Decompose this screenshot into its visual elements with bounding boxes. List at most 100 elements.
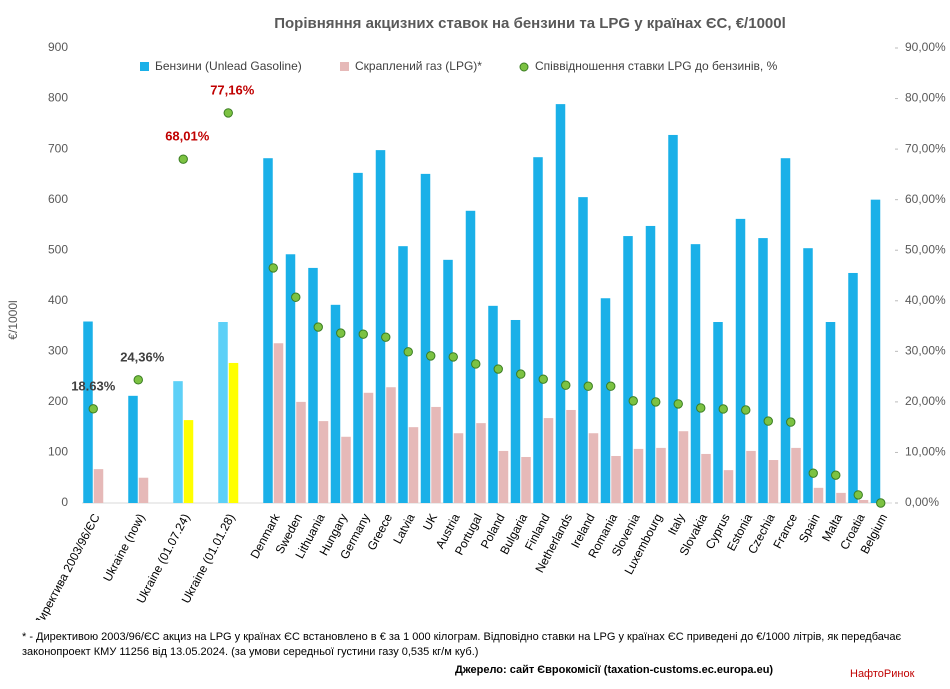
bar (656, 447, 666, 503)
bar (93, 469, 104, 503)
bar (386, 387, 396, 503)
point (786, 417, 796, 427)
bar (678, 431, 689, 503)
x-tick-label: Italy (665, 511, 688, 537)
y-tick-label: 0 (61, 495, 68, 509)
y-tick-label: 200 (48, 394, 68, 408)
point (538, 374, 548, 384)
legend-label: Бензини (Unlead Gasoline) (155, 59, 302, 73)
point (516, 369, 526, 379)
footnote: * - Директивою 2003/96/ЄС акциз на LPG у… (22, 631, 902, 658)
y-axis-label: €/1000l (6, 300, 20, 339)
bar (285, 254, 296, 503)
y-tick-label: 600 (48, 192, 68, 206)
legend-swatch (340, 62, 349, 71)
bar (543, 418, 554, 503)
bar (420, 173, 431, 503)
point (291, 292, 301, 302)
bar (735, 218, 746, 503)
bar (521, 456, 531, 503)
point (88, 404, 98, 414)
bar (611, 455, 621, 503)
bar (296, 401, 306, 503)
y-tick-label: 900 (48, 40, 68, 54)
bar (453, 433, 464, 503)
point (831, 470, 841, 480)
y2-tick-label: 10,00% (905, 445, 946, 459)
bar (701, 453, 711, 503)
point (673, 399, 683, 409)
point (336, 328, 346, 338)
bar (498, 450, 509, 503)
bar (758, 238, 768, 504)
x-tick-label: Spain (796, 511, 823, 545)
x-tick-label: UK (420, 511, 440, 532)
bar (713, 322, 723, 503)
point (268, 263, 278, 273)
bar (723, 470, 734, 503)
point (808, 468, 818, 478)
bar (623, 236, 633, 504)
logo: НафтоРинок (850, 668, 915, 680)
bar (228, 362, 239, 503)
data-label: 24,36% (120, 349, 165, 364)
point (426, 351, 436, 361)
bar (476, 423, 486, 503)
legend-label: Скраплений газ (LPG)* (355, 59, 482, 73)
bar (128, 395, 138, 503)
point (223, 108, 233, 118)
bar (555, 104, 566, 503)
bar (791, 447, 801, 503)
point (651, 397, 661, 407)
bar (83, 321, 93, 503)
point (628, 396, 638, 406)
bar (431, 406, 441, 503)
bar (218, 322, 228, 503)
y-tick-label: 800 (48, 91, 68, 105)
point (696, 403, 706, 413)
point (876, 498, 886, 508)
bar (578, 197, 588, 503)
bar (408, 427, 419, 503)
bar (690, 244, 701, 503)
bar (398, 246, 408, 503)
bar (780, 158, 791, 503)
y2-tick-label: 50,00% (905, 242, 946, 256)
bar (858, 499, 869, 503)
y-tick-label: 100 (48, 445, 68, 459)
y-tick-label: 500 (48, 242, 68, 256)
point (763, 416, 773, 426)
legend-swatch (519, 62, 529, 72)
bar (273, 343, 284, 503)
y-tick-label: 700 (48, 141, 68, 155)
bar (668, 134, 678, 503)
bar (848, 272, 858, 503)
point (741, 405, 751, 415)
x-tick-label: Ukraine (now) (100, 511, 147, 584)
bar (825, 322, 836, 503)
data-label: 18.63% (71, 378, 116, 393)
y2-tick-label: 20,00% (905, 394, 946, 408)
bar (588, 433, 599, 503)
bar (375, 150, 386, 503)
y-tick-label: 400 (48, 293, 68, 307)
bar (173, 381, 183, 503)
bar (341, 436, 351, 503)
point (471, 359, 481, 369)
bar (510, 319, 521, 503)
bar (645, 225, 656, 503)
point (448, 352, 458, 362)
point (133, 375, 143, 385)
source: Джерело: сайт Єврокомісії (taxation-cust… (455, 664, 774, 676)
point (583, 381, 593, 391)
bar (318, 421, 329, 503)
bar (533, 157, 543, 503)
point (493, 364, 503, 374)
bar (330, 304, 341, 503)
point (403, 347, 413, 357)
bar (803, 248, 813, 503)
y2-tick-label: 60,00% (905, 192, 946, 206)
chart-title: Порівняння акцизних ставок на бензини та… (274, 15, 786, 32)
bar (363, 392, 374, 503)
